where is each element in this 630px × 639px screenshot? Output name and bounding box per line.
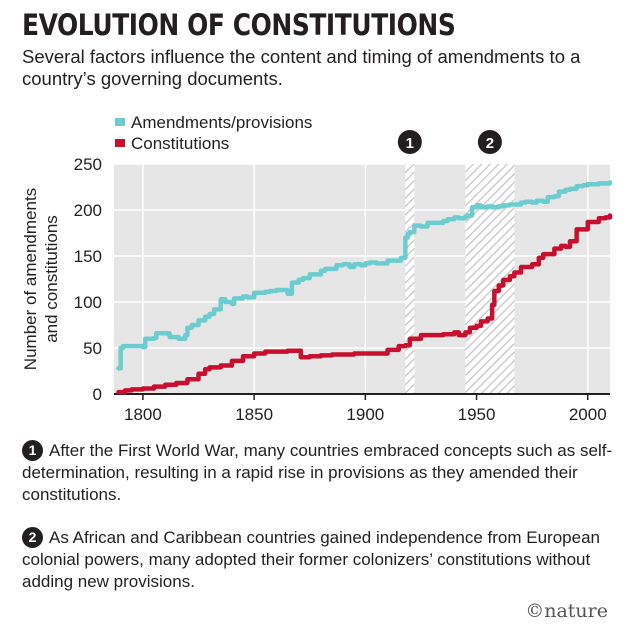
series-line: [116, 180, 613, 371]
y-tick-label: 50: [83, 339, 102, 358]
x-tick-label: 1850: [235, 405, 273, 424]
y-tick-label: 250: [74, 155, 102, 174]
legend-label: Constitutions: [131, 134, 229, 153]
note-text: As African and Caribbean countries gaine…: [22, 528, 600, 591]
period-marker-badge: [477, 130, 502, 154]
note-number-badge: 2: [22, 527, 43, 548]
annotation-note-2: 2 As African and Caribbean countries gain…: [22, 527, 622, 593]
legend-swatch: [115, 139, 125, 147]
y-tick-label: 100: [74, 293, 102, 312]
line-chart: 1 2 1800 1850 1900 1950 2000 0 50 100 150 200 250 A…: [21, 113, 613, 424]
y-tick-label: 150: [74, 247, 102, 266]
y-tick-label: 0: [93, 385, 102, 404]
x-tick-label: 1900: [346, 405, 384, 424]
annotation-note-1: 1 After the First World War, many countri…: [22, 440, 622, 506]
y-axis-label-line2: and constitutions: [42, 215, 61, 343]
y-axis-label-line1: Number of amendments: [21, 188, 40, 370]
x-tick-label: 1950: [458, 405, 496, 424]
plot-background: [114, 164, 610, 394]
nature-logo: ©nature: [525, 600, 608, 622]
period-marker-label: 1: [406, 135, 414, 152]
period-marker-label: 2: [486, 135, 494, 152]
y-tick-label: 200: [74, 201, 102, 220]
legend-label: Amendments/provisions: [131, 113, 312, 132]
page-subtitle: Several factors influence the content an…: [22, 46, 581, 89]
x-tick-label: 2000: [569, 405, 607, 424]
period-marker-badge: [397, 130, 422, 154]
page-title: EVOLUTION OF CONSTITUTIONS: [22, 8, 456, 42]
note-text: After the First World War, many countrie…: [22, 441, 613, 504]
legend-swatch: [115, 118, 125, 126]
series-line: [116, 213, 613, 395]
x-tick-label: 1800: [124, 405, 162, 424]
note-number-badge: 1: [22, 440, 43, 461]
shaded-period: [405, 164, 415, 394]
